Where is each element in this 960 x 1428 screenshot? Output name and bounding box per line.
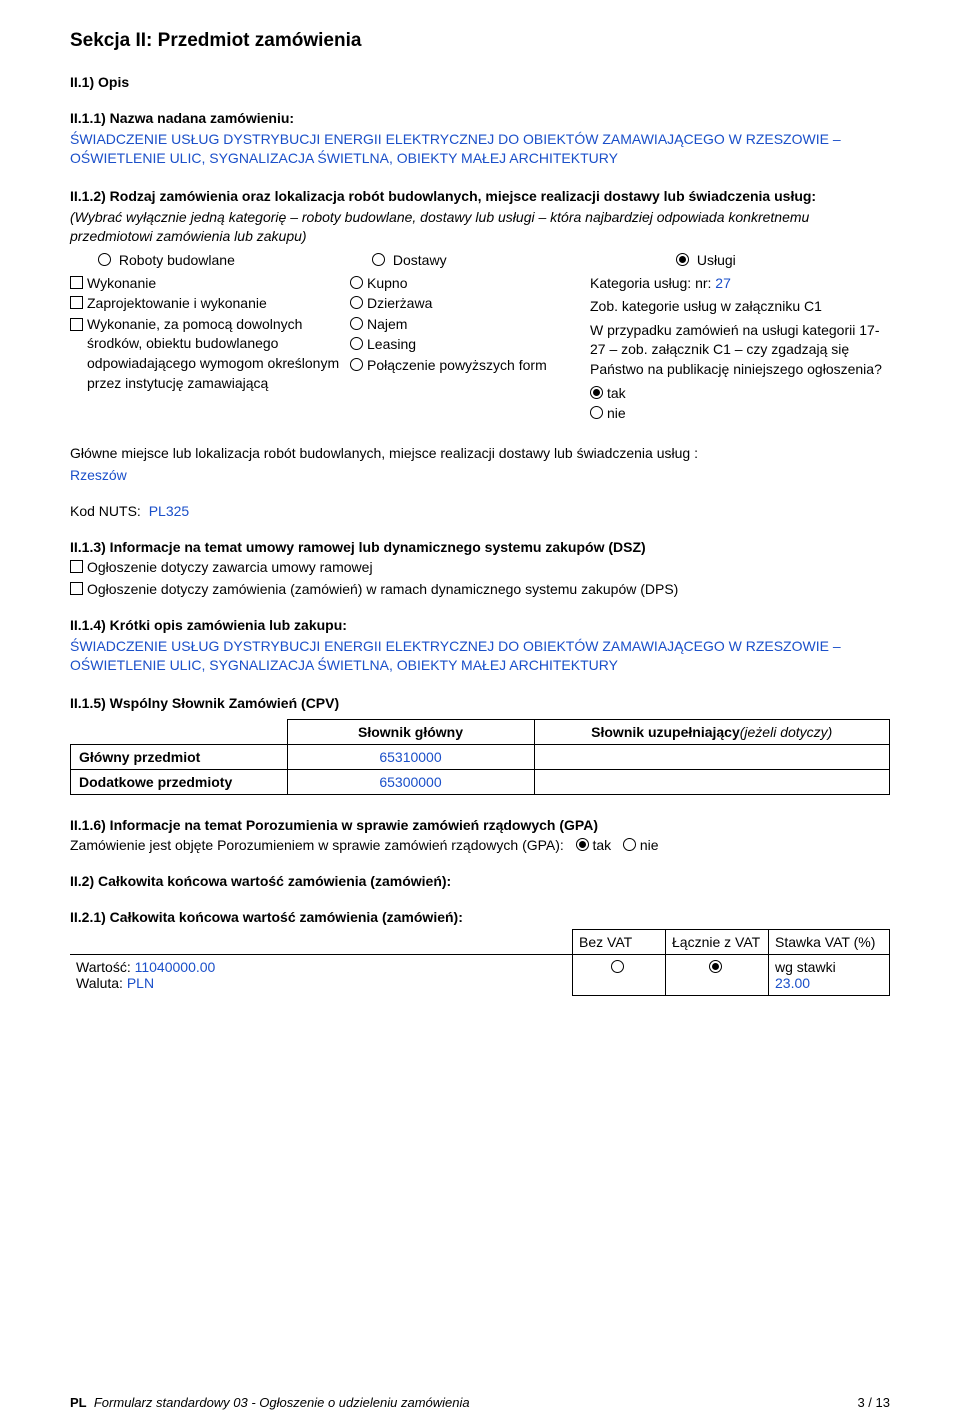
label-glowne-miejsce: Główne miejsce lub lokalizacja robót bud… xyxy=(70,445,890,461)
label-dostawy: Dostawy xyxy=(393,252,447,268)
label-gpa-tak: tak xyxy=(593,837,612,853)
heading-ii13: II.1.3) Informacje na temat umowy ramowe… xyxy=(70,539,890,555)
label-pub-nie: nie xyxy=(607,405,626,421)
radio-dzierzawa[interactable] xyxy=(350,296,363,309)
cpv-row1-supp xyxy=(534,744,890,769)
label-kod-nuts: Kod NUTS: xyxy=(70,503,141,519)
label-roboty: Roboty budowlane xyxy=(119,252,235,268)
label-ii13-1: Ogłoszenie dotyczy zawarcia umowy ramowe… xyxy=(87,559,373,575)
radio-pub-tak[interactable] xyxy=(590,386,603,399)
label-leasing: Leasing xyxy=(367,336,416,352)
heading-ii14: II.1.4) Krótki opis zamówienia lub zakup… xyxy=(70,617,890,633)
label-pomoca: Wykonanie, za pomocą dowolnych środków, … xyxy=(87,315,350,393)
label-kupno: Kupno xyxy=(367,275,407,291)
checkbox-ii13-2[interactable] xyxy=(70,582,83,595)
checkbox-ii13-1[interactable] xyxy=(70,560,83,573)
value-table: Bez VAT Łącznie z VAT Stawka VAT (%) War… xyxy=(70,929,890,996)
checkbox-wykonanie[interactable] xyxy=(70,276,83,289)
cpv-col-main: Słownik główny xyxy=(287,719,534,744)
value-waluta: PLN xyxy=(127,975,154,991)
cpv-row1-main: 65310000 xyxy=(287,744,534,769)
text-zob: Zob. kategorie usług w załączniku C1 xyxy=(590,297,890,317)
value-kod-nuts: PL325 xyxy=(149,503,189,519)
footer-form: Formularz standardowy 03 - Ogłoszenie o … xyxy=(94,1395,470,1410)
heading-ii21: II.2.1) Całkowita końcowa wartość zamówi… xyxy=(70,909,890,925)
heading-ii15: II.1.5) Wspólny Słownik Zamówień (CPV) xyxy=(70,695,890,711)
radio-leasing[interactable] xyxy=(350,337,363,350)
label-najem: Najem xyxy=(367,316,407,332)
radio-gpa-tak[interactable] xyxy=(576,838,589,851)
heading-ii16: II.1.6) Informacje na temat Porozumienia… xyxy=(70,817,890,833)
note-ii12: (Wybrać wyłącznie jedną kategorię – robo… xyxy=(70,208,890,246)
radio-pub-nie[interactable] xyxy=(590,406,603,419)
radio-lacznie[interactable] xyxy=(709,960,722,973)
cpv-row2-main: 65300000 xyxy=(287,769,534,794)
val-col-lacznie: Łącznie z VAT xyxy=(666,929,769,954)
value-glowne-miejsce: Rzeszów xyxy=(70,467,890,483)
footer-pl: PL xyxy=(70,1395,87,1410)
value-kategoria: 27 xyxy=(715,275,731,291)
radio-roboty[interactable] xyxy=(98,253,111,266)
label-pub-tak: tak xyxy=(607,385,626,401)
label-uslugi: Usługi xyxy=(697,252,736,268)
options-columns: Wykonanie Zaprojektowanie i wykonanie Wy… xyxy=(70,274,890,425)
label-gpa-nie: nie xyxy=(640,837,659,853)
text-ii14: ŚWIADCZENIE USŁUG DYSTRYBUCJI ENERGII EL… xyxy=(70,637,890,675)
cpv-table: Słownik główny Słownik uzupełniający(jeż… xyxy=(70,719,890,795)
text-wprzypadku: W przypadku zamówień na usługi kategorii… xyxy=(590,321,890,380)
radio-bezvat[interactable] xyxy=(611,960,624,973)
label-polaczenie: Połączenie powyższych form xyxy=(367,357,547,373)
footer-page: 3 / 13 xyxy=(857,1395,890,1410)
label-waluta: Waluta: xyxy=(76,975,123,991)
radio-najem[interactable] xyxy=(350,317,363,330)
label-ii13-2: Ogłoszenie dotyczy zamówienia (zamówień)… xyxy=(87,581,678,597)
label-dzierzawa: Dzierżawa xyxy=(367,295,432,311)
radio-gpa-nie[interactable] xyxy=(623,838,636,851)
text-ii16: Zamówienie jest objęte Porozumieniem w s… xyxy=(70,837,564,853)
page-footer: PL Formularz standardowy 03 - Ogłoszenie… xyxy=(70,1395,890,1410)
label-wgstawki: wg stawki xyxy=(775,959,836,975)
radio-kupno[interactable] xyxy=(350,276,363,289)
val-col-stawka: Stawka VAT (%) xyxy=(769,929,890,954)
value-stawka: 23.00 xyxy=(775,975,810,991)
radio-polaczenie[interactable] xyxy=(350,358,363,371)
radio-uslugi[interactable] xyxy=(676,253,689,266)
section-title: Sekcja II: Przedmiot zamówienia xyxy=(70,30,890,52)
type-row: Roboty budowlane Dostawy Usługi xyxy=(70,252,890,268)
cpv-col-supp: Słownik uzupełniający(jeżeli dotyczy) xyxy=(534,719,890,744)
cpv-row1-label: Główny przedmiot xyxy=(71,744,288,769)
label-wartosc: Wartość: xyxy=(76,959,131,975)
label-zaproj: Zaprojektowanie i wykonanie xyxy=(87,295,267,311)
radio-dostawy[interactable] xyxy=(372,253,385,266)
value-wartosc: 11040000.00 xyxy=(135,959,216,975)
text-ii11: ŚWIADCZENIE USŁUG DYSTRYBUCJI ENERGII EL… xyxy=(70,130,890,168)
cpv-row2-label: Dodatkowe przedmioty xyxy=(71,769,288,794)
val-col-bezvat: Bez VAT xyxy=(573,929,666,954)
heading-ii12: II.1.2) Rodzaj zamówienia oraz lokalizac… xyxy=(70,188,890,204)
heading-ii11: II.1.1) Nazwa nadana zamówieniu: xyxy=(70,110,890,126)
heading-ii1: II.1) Opis xyxy=(70,74,890,90)
cpv-row2-supp xyxy=(534,769,890,794)
checkbox-zaproj[interactable] xyxy=(70,296,83,309)
label-kategoria: Kategoria usług: nr: xyxy=(590,275,711,291)
checkbox-pomoca[interactable] xyxy=(70,318,83,331)
heading-ii2: II.2) Całkowita końcowa wartość zamówien… xyxy=(70,873,890,889)
label-wykonanie: Wykonanie xyxy=(87,275,156,291)
